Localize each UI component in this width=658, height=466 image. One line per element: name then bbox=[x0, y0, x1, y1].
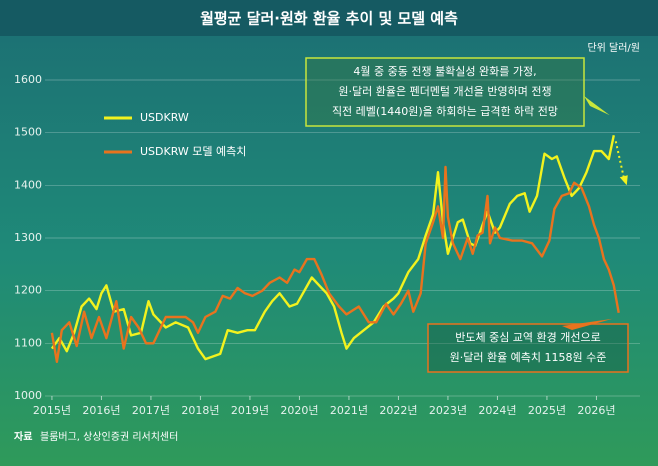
y-tick-label: 1500 bbox=[14, 126, 42, 139]
source-label: 자료 bbox=[14, 430, 32, 443]
callout-pointer bbox=[562, 318, 613, 330]
x-tick-label: 2026년 bbox=[577, 404, 615, 417]
x-tick-label: 2025년 bbox=[528, 404, 566, 417]
series-line bbox=[50, 165, 620, 363]
y-tick-label: 1400 bbox=[14, 178, 42, 191]
x-tick-label: 2017년 bbox=[132, 404, 170, 417]
x-tick-label: 2015년 bbox=[33, 404, 71, 417]
annotation-text: 반도체 중심 교역 환경 개선으로 bbox=[455, 331, 601, 344]
annotation-text: 원·달러 환율 예측치 1158원 수준 bbox=[450, 351, 607, 364]
y-tick-label: 1000 bbox=[14, 389, 42, 402]
legend-label: USDKRW 모델 예측치 bbox=[140, 145, 246, 158]
x-tick-label: 2022년 bbox=[379, 404, 417, 417]
chart-title: 월평균 달러·원화 환율 추이 및 모델 예측 bbox=[200, 10, 458, 28]
x-tick-label: 2018년 bbox=[181, 404, 219, 417]
annotation-box bbox=[305, 57, 585, 127]
callout-pointer bbox=[584, 96, 610, 116]
unit-label: 단위 달러/원 bbox=[587, 41, 640, 54]
legend-label: USDKRW bbox=[140, 111, 189, 124]
source: 블룸버그, 상상인증권 리서치센터 bbox=[40, 431, 178, 443]
forecast-arrowhead bbox=[619, 175, 628, 186]
x-tick-label: 2016년 bbox=[82, 404, 120, 417]
series-line bbox=[50, 135, 615, 361]
x-tick-label: 2024년 bbox=[478, 404, 516, 417]
y-tick-label: 1100 bbox=[14, 336, 42, 349]
y-tick-label: 1600 bbox=[14, 73, 42, 86]
x-tick-label: 2023년 bbox=[429, 404, 467, 417]
forecast-arrow bbox=[614, 141, 625, 178]
x-tick-label: 2019년 bbox=[231, 404, 269, 417]
header-band bbox=[0, 0, 658, 36]
x-tick-label: 2020년 bbox=[280, 404, 318, 417]
annotation-text: 4월 중 중동 전쟁 불확실성 완화를 가정, bbox=[353, 65, 536, 78]
annotation-box bbox=[427, 323, 629, 373]
y-tick-label: 1300 bbox=[14, 231, 42, 244]
annotation-text: 직전 레벨(1440원)을 하회하는 급격한 하락 전망 bbox=[332, 104, 558, 118]
annotation-text: 원·달러 환율은 펜더멘털 개선을 반영하며 전쟁 bbox=[338, 84, 551, 98]
x-tick-label: 2021년 bbox=[330, 404, 368, 417]
y-tick-label: 1200 bbox=[14, 284, 42, 297]
